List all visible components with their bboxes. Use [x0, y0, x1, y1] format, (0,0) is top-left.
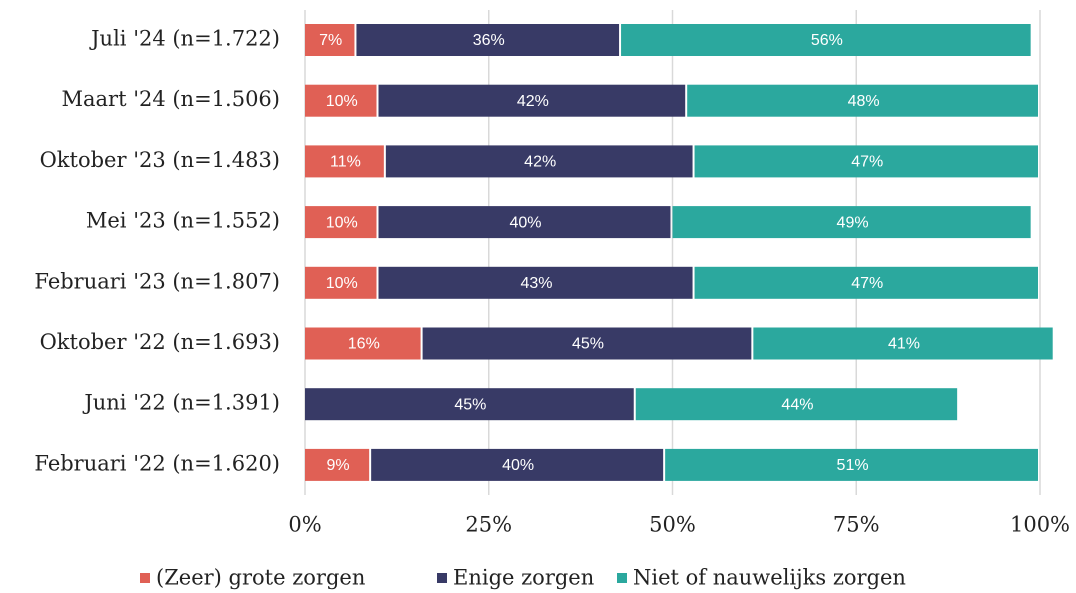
bar-segment [356, 24, 620, 56]
data-label: 9% [327, 457, 350, 474]
bar-segment [621, 24, 1031, 56]
bar-segment [305, 206, 377, 239]
data-label: 47% [851, 275, 883, 292]
legend-label: (Zeer) grote zorgen [156, 566, 365, 590]
data-label: 49% [837, 214, 869, 231]
bar-segment [371, 448, 664, 481]
x-tick-label: 100% [1010, 513, 1070, 537]
legend-swatch [617, 573, 627, 583]
data-label: 42% [524, 154, 556, 171]
y-tick-label: Februari '22 (n=1.620) [34, 451, 280, 475]
data-label: 45% [572, 336, 604, 353]
y-tick-label: Maart '24 (n=1.506) [62, 87, 281, 111]
data-label: 56% [811, 32, 843, 49]
y-tick-label: Juli '24 (n=1.722) [89, 27, 280, 51]
data-label: 51% [837, 457, 869, 474]
x-tick-label: 25% [465, 513, 512, 537]
bar-segment [665, 448, 1038, 481]
data-label: 45% [454, 396, 486, 413]
bar-segment [385, 145, 693, 178]
y-tick-label: Februari '23 (n=1.807) [34, 269, 280, 293]
bar-segment [422, 327, 752, 360]
legend-swatch [437, 573, 447, 583]
data-label: 41% [888, 336, 920, 353]
y-tick-label: Juni '22 (n=1.391) [82, 391, 280, 415]
bar-segment [378, 266, 693, 299]
bar-segment [305, 24, 355, 56]
data-label: 42% [517, 93, 549, 110]
data-label: 48% [848, 93, 880, 110]
data-label: 44% [781, 396, 813, 413]
data-label: 7% [319, 32, 342, 49]
bar-segment [694, 266, 1038, 299]
bar-segment [305, 327, 421, 360]
y-tick-label: Oktober '23 (n=1.483) [40, 148, 280, 172]
data-label: 40% [509, 214, 541, 231]
bar-segment [694, 145, 1038, 178]
bar-segment [305, 145, 384, 178]
data-label: 11% [330, 154, 361, 171]
bar-segment [378, 206, 671, 239]
data-label: 40% [502, 457, 534, 474]
data-label: 10% [326, 214, 358, 231]
legend-label: Enige zorgen [453, 566, 594, 590]
x-tick-label: 75% [833, 513, 880, 537]
data-label: 43% [521, 275, 553, 292]
bar-segment [305, 388, 634, 421]
bar-segment [305, 266, 377, 299]
data-label: 10% [326, 275, 358, 292]
bar-segment [378, 84, 686, 117]
data-label: 36% [473, 32, 505, 49]
data-label: 10% [326, 93, 358, 110]
bar-segment [635, 388, 958, 421]
y-tick-label: Mei '23 (n=1.552) [86, 209, 280, 233]
x-tick-label: 0% [288, 513, 321, 537]
legend-label: Niet of nauwelijks zorgen [633, 566, 906, 590]
bar-segment [305, 84, 377, 117]
data-label: 16% [348, 336, 380, 353]
bar-segment [753, 327, 1053, 360]
x-tick-label: 50% [649, 513, 696, 537]
data-label: 47% [851, 154, 883, 171]
bar-segment [305, 448, 370, 481]
legend-swatch [140, 573, 150, 583]
bar-segment [672, 206, 1031, 239]
bar-segment [687, 84, 1038, 117]
y-tick-label: Oktober '22 (n=1.693) [40, 330, 280, 354]
